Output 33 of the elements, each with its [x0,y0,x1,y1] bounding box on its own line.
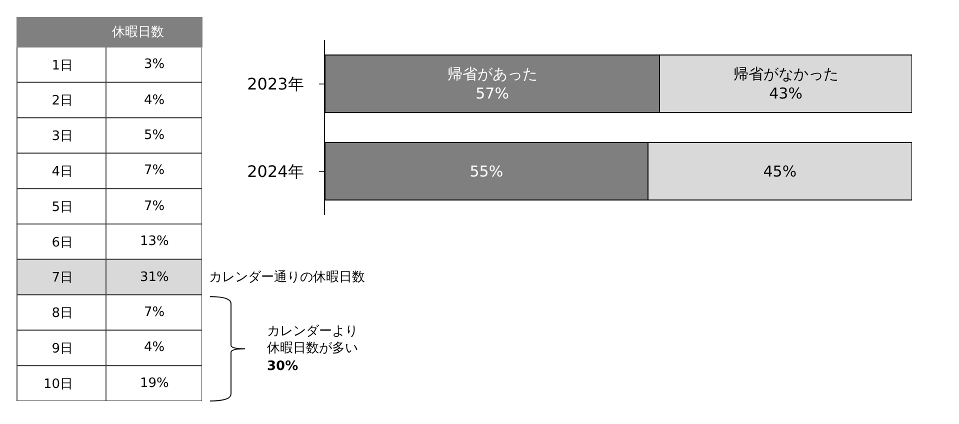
data-label: 13% [140,234,169,249]
data-label: 45% [763,162,797,180]
data-label: 3% [144,57,165,72]
data-label: 4% [144,93,165,108]
chart-title: 休暇日数 [112,25,164,40]
data-label: 4% [144,340,165,355]
y-tick-label: 2024年 [247,162,304,181]
y-tick-label: 10日 [43,376,73,392]
y-tick-label: 1日 [52,58,73,74]
y-tick-label: 6日 [52,235,73,250]
y-tick-label: 2023年 [247,74,304,94]
y-tick-label: 7日 [52,270,73,286]
text: 休暇日数が多い [267,341,358,356]
text: カレンダーより [267,324,358,339]
data-label: 5% [144,128,165,143]
y-tick-label: 4日 [52,164,73,180]
data-label: 31% [140,270,169,285]
y-tick-label: 3日 [52,129,73,144]
data-label: 7% [144,163,165,178]
data-label: 7% [144,305,165,320]
y-tick-label: 5日 [52,200,73,215]
data-label: 43% [769,84,802,103]
y-tick-label: 2日 [52,94,73,109]
data-label: 55% [470,162,504,180]
y-tick-label: 9日 [52,341,73,356]
series-label: 帰省があった [447,65,538,84]
text: 30% [267,359,298,374]
y-tick-label: 8日 [52,306,73,322]
data-label: 7% [144,199,165,214]
series-label: 帰省がなかった [733,65,838,84]
data-label: 19% [140,376,169,391]
data-label: 57% [476,84,509,103]
text: カレンダー通りの休暇日数 [209,270,365,285]
